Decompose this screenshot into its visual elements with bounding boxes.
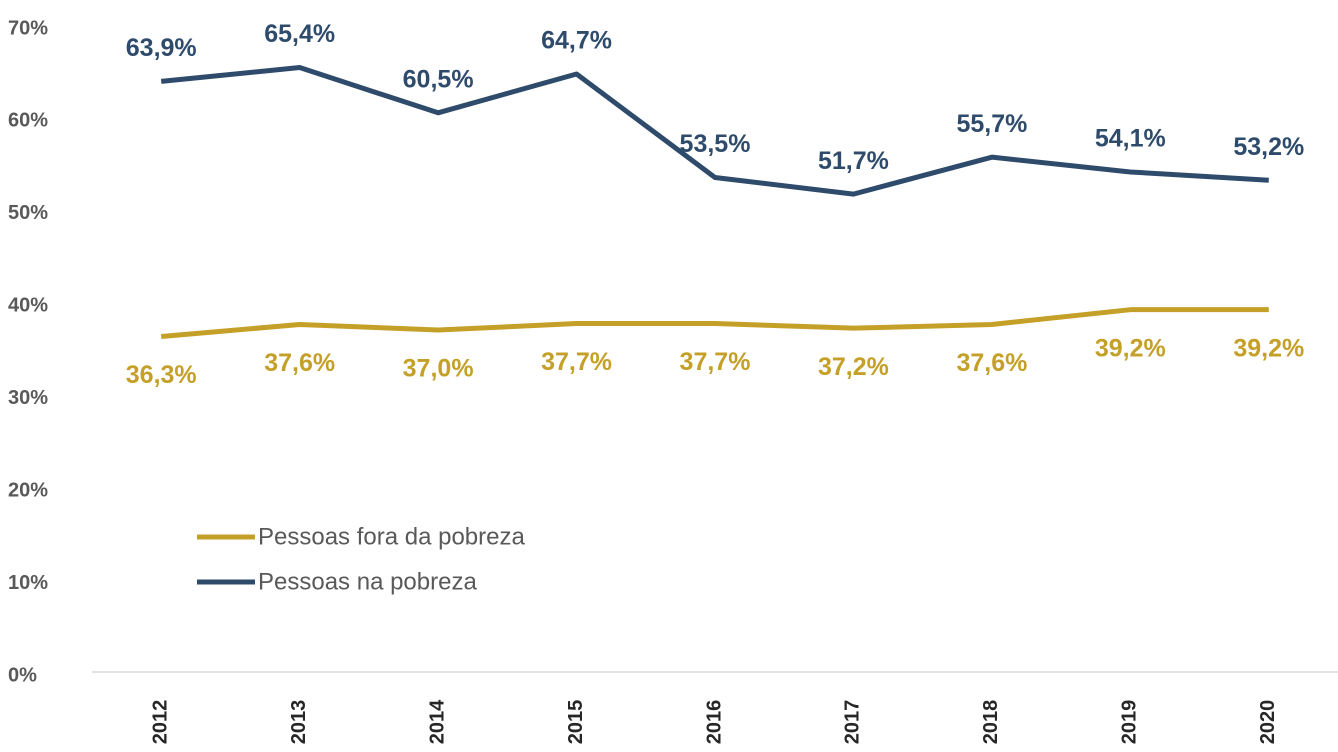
data-label: 36,3% (126, 361, 197, 389)
series-line (160, 65, 1269, 197)
y-tick-label: 40% (8, 295, 48, 317)
data-label: 37,6% (956, 349, 1027, 377)
y-tick-label: 30% (8, 387, 48, 409)
y-tick-label: 60% (8, 110, 48, 132)
y-tick-label: 50% (8, 202, 48, 224)
data-label: 63,9% (126, 34, 197, 62)
x-tick-label: 2018 (980, 700, 1002, 745)
data-label: 65,4% (264, 20, 335, 48)
x-tick-label: 2012 (150, 700, 172, 745)
x-tick-label: 2015 (565, 700, 587, 745)
data-label: 37,6% (264, 349, 335, 377)
legend-label: Pessoas na pobreza (258, 568, 477, 595)
data-label: 37,0% (403, 355, 474, 383)
y-tick-label: 0% (8, 664, 37, 686)
data-label: 37,2% (818, 353, 889, 381)
x-tick-label: 2016 (703, 700, 725, 745)
data-label: 60,5% (403, 65, 474, 93)
y-tick-label: 10% (8, 572, 48, 594)
x-tick-label: 2017 (842, 700, 864, 745)
data-label: 53,5% (680, 130, 751, 158)
data-label: 51,7% (818, 147, 889, 175)
data-label: 53,2% (1233, 133, 1304, 161)
y-tick-label: 70% (8, 17, 48, 39)
x-tick-label: 2020 (1257, 700, 1279, 745)
data-label: 37,7% (680, 348, 751, 376)
data-label: 55,7% (956, 110, 1027, 138)
y-tick-label: 20% (8, 479, 48, 501)
x-tick-label: 2013 (288, 700, 310, 745)
data-label: 64,7% (541, 27, 612, 55)
data-label: 54,1% (1095, 125, 1166, 153)
series-line (161, 307, 1269, 339)
legend-label: Pessoas fora da pobreza (258, 523, 525, 550)
data-label: 39,2% (1233, 334, 1304, 362)
x-tick-label: 2014 (426, 699, 448, 744)
data-label: 39,2% (1095, 334, 1166, 362)
x-tick-label: 2019 (1119, 700, 1141, 745)
data-label: 37,7% (541, 348, 612, 376)
